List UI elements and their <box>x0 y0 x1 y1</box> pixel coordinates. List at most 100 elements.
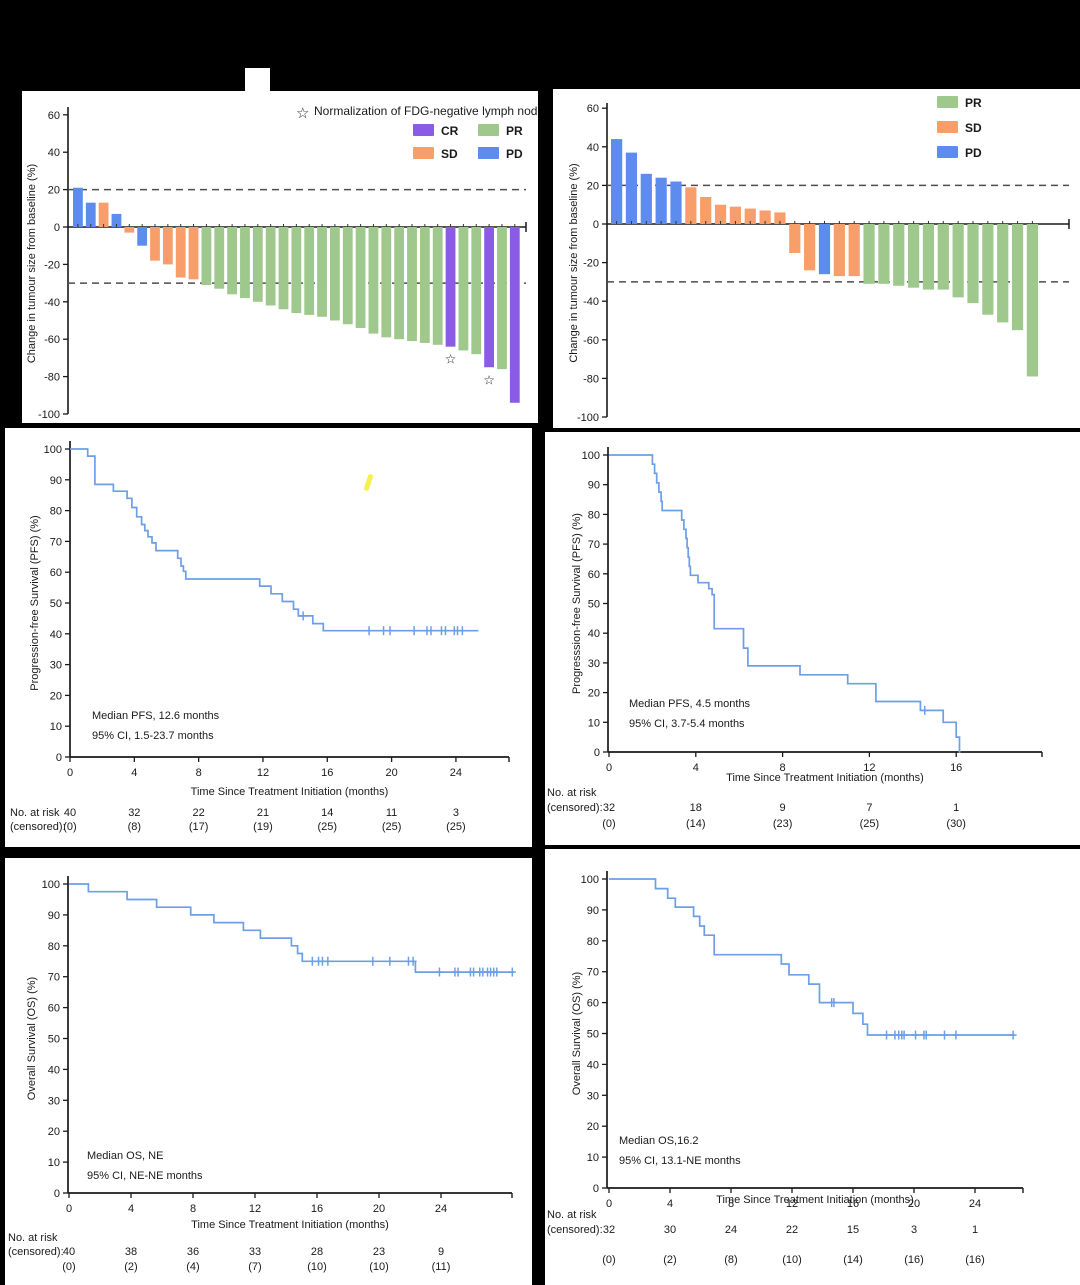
km-survival-curve <box>70 448 479 632</box>
waterfall-bar-pr <box>291 227 302 314</box>
median-annotation: 95% CI, 3.7-5.4 months <box>629 718 745 730</box>
star-icon: ☆ <box>296 105 309 122</box>
y-tick-label: 50 <box>48 1034 60 1046</box>
median-annotation: 95% CI, 13.1-NE months <box>619 1155 741 1167</box>
median-annotation: 95% CI, NE-NE months <box>87 1170 203 1182</box>
y-tick-label: 40 <box>588 628 600 640</box>
waterfall-bar-pr <box>458 227 469 351</box>
censor-marks <box>921 705 929 715</box>
waterfall-bar-pr <box>214 227 225 289</box>
y-tick-label: 100 <box>42 879 60 891</box>
waterfall-bar-pr <box>997 224 1009 323</box>
risk-count: 32 <box>603 802 615 814</box>
censored-count: (0) <box>62 1261 75 1273</box>
axes: 0 10 20 30 40 50 60 70 80 90 100 0 4 8 12 16 20 24 <box>581 871 1024 1210</box>
waterfall-bar-pr <box>394 227 405 340</box>
x-tick-label: 0 <box>606 1198 612 1210</box>
waterfall-bar-pr <box>304 227 315 315</box>
y-tick-label: 0 <box>56 752 62 764</box>
y-axis-title: Overall Survival (OS) (%) <box>571 972 583 1095</box>
x-tick-label: 0 <box>66 1203 72 1215</box>
x-tick-label: 24 <box>435 1203 447 1215</box>
legend-label-sd: SD <box>441 147 458 161</box>
legend-label-sd: SD <box>965 121 982 135</box>
waterfall-bar-pd <box>625 152 638 224</box>
waterfall-bar-sd <box>175 227 186 278</box>
x-tick-label: 12 <box>257 767 269 779</box>
waterfall-bar-pd <box>640 173 652 224</box>
waterfall-bar-pr <box>355 227 366 328</box>
y-tick-label: 60 <box>48 110 60 122</box>
risk-table: No. at risk (censored): 32 (0) 30 (2) 24 (8) 22 (… <box>547 1209 985 1266</box>
waterfall-bar-sd <box>833 224 845 277</box>
censored-count: (16) <box>904 1254 924 1266</box>
waterfall-bar-pr <box>342 227 353 325</box>
waterfall-bar-pr <box>317 227 327 317</box>
censored-count: (8) <box>128 821 141 833</box>
x-tick-label: 4 <box>693 762 699 774</box>
y-tick-label: 40 <box>48 147 60 159</box>
y-tick-label: 100 <box>582 450 600 462</box>
y-tick-label: 20 <box>50 690 62 702</box>
y-tick-label: 60 <box>587 998 599 1010</box>
y-tick-label: -20 <box>44 259 60 271</box>
y-tick-label: 30 <box>50 660 62 672</box>
waterfall-bars <box>611 139 1038 377</box>
y-tick-label: 80 <box>50 506 62 518</box>
risk-row-label: No. at risk <box>547 1209 597 1221</box>
x-tick-label: 8 <box>780 762 786 774</box>
legend: CR SD PR PD <box>413 124 523 161</box>
y-tick-label: 100 <box>581 874 599 886</box>
white-patch <box>245 68 270 92</box>
censored-count: (2) <box>124 1261 137 1273</box>
x-tick-label: 4 <box>131 767 137 779</box>
legend-swatch-pd <box>937 146 958 158</box>
y-tick-label: 20 <box>587 180 599 192</box>
waterfall-bar-pr <box>419 227 430 343</box>
km-os-svg-cohort-b: 0 10 20 30 40 50 60 70 80 90 100 0 4 8 12 16 20 24 Time Si… <box>547 871 1024 1266</box>
risk-count: 40 <box>63 1246 75 1258</box>
risk-count: 9 <box>438 1246 444 1258</box>
risk-count: 40 <box>64 807 76 819</box>
km-os-chart-cohort-b: 0 10 20 30 40 50 60 70 80 90 100 0 4 8 12 16 20 24 Time Si… <box>545 849 1080 1285</box>
waterfall-bar-pr <box>240 227 250 299</box>
y-tick-label: 40 <box>50 629 62 641</box>
censored-count: (30) <box>946 818 966 830</box>
risk-count: 32 <box>603 1224 615 1236</box>
waterfall-bar-pr <box>1011 224 1024 331</box>
censor-marks <box>308 956 516 977</box>
censored-count: (0) <box>602 1254 615 1266</box>
y-tick-label: 40 <box>587 1059 599 1071</box>
km-os-svg-cohort-a: 0 10 20 30 40 50 60 70 80 90 100 0 4 8 12 16 20 24 Time Si… <box>8 876 516 1273</box>
x-tick-label: 8 <box>196 767 202 779</box>
risk-count: 28 <box>311 1246 323 1258</box>
y-tick-label: -20 <box>583 258 599 270</box>
y-tick-label: -40 <box>583 296 599 308</box>
x-tick-label: 4 <box>128 1203 134 1215</box>
y-tick-label: 10 <box>588 717 600 729</box>
waterfall-bar-pr <box>201 227 212 285</box>
x-tick-label: 4 <box>667 1198 673 1210</box>
km-pfs-svg-cohort-b: 0 10 20 30 40 50 60 70 80 90 100 0 4 8 12 16 Time Since … <box>547 447 1043 830</box>
x-tick-label: 16 <box>847 1198 859 1210</box>
censored-count: (19) <box>253 821 273 833</box>
waterfall-chart-cohort-a: 60 40 20 0 -20 -40 -60 -80 -100 ☆ ☆ Change in tumou… <box>22 91 538 423</box>
fdg-star-marker: ☆ <box>483 372 495 387</box>
waterfall-bar-pr <box>878 224 890 284</box>
y-tick-label: 20 <box>587 1121 599 1133</box>
y-tick-label: 10 <box>587 1152 599 1164</box>
risk-row-label: (censored): <box>547 802 603 814</box>
y-tick-label: 50 <box>50 598 62 610</box>
x-tick-label: 20 <box>373 1203 385 1215</box>
y-axis-title: Overall Survival (OS) (%) <box>26 977 38 1100</box>
censored-count: (0) <box>63 821 76 833</box>
censored-count: (8) <box>724 1254 737 1266</box>
risk-count: 36 <box>187 1246 199 1258</box>
waterfall-bar-pr <box>368 227 379 334</box>
x-axis-title: Time Since Treatment Initiation (months) <box>716 1194 914 1206</box>
waterfall-bar-pr <box>922 224 935 290</box>
waterfall-bar-sd <box>150 227 160 261</box>
waterfall-bar-sd <box>685 187 697 224</box>
waterfall-bar-sd <box>98 202 109 227</box>
risk-count: 24 <box>725 1224 737 1236</box>
